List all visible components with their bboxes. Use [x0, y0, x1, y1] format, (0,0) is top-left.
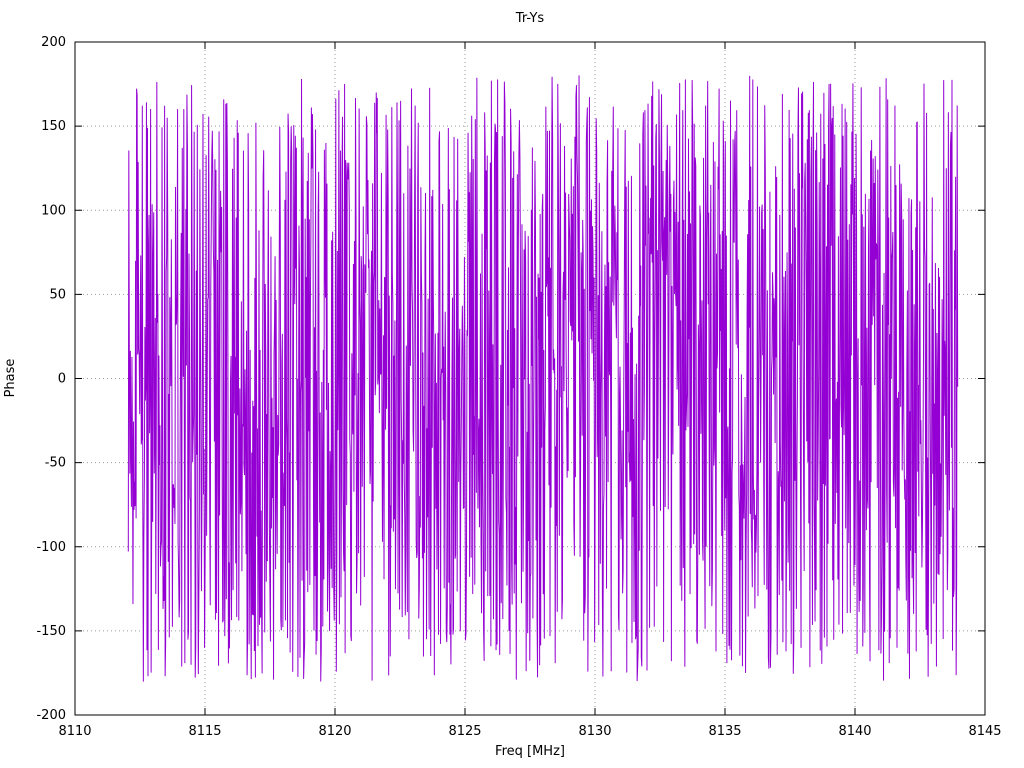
phase-series-line	[127, 75, 959, 682]
y-tick-label: -200	[36, 708, 66, 723]
y-tick-label: 0	[58, 372, 66, 387]
x-tick-label: 8115	[188, 724, 221, 739]
y-tick-label: 200	[41, 35, 66, 50]
x-tick-label: 8135	[708, 724, 741, 739]
y-tick-label: -100	[36, 540, 66, 555]
y-tick-label: 50	[49, 287, 66, 302]
x-tick-label: 8145	[968, 724, 1001, 739]
x-tick-label: 8110	[58, 724, 91, 739]
y-tick-label: -150	[36, 624, 66, 639]
x-tick-label: 8125	[448, 724, 481, 739]
y-axis-label: Phase	[3, 359, 18, 398]
x-axis-label: Freq [MHz]	[495, 744, 565, 759]
y-tick-label: -50	[45, 456, 66, 471]
y-tick-label: 150	[41, 119, 66, 134]
plot-border	[74, 41, 986, 716]
chart-title: Tr-Ys	[515, 11, 545, 26]
tick-labels: 8110 8115 8120 8125 8130 8135 8140 8145 -200 -150…	[36, 35, 1001, 739]
y-tick-label: 100	[41, 203, 66, 218]
x-tick-label: 8140	[838, 724, 871, 739]
x-tick-label: 8130	[578, 724, 611, 739]
data-series-phase	[127, 75, 959, 682]
x-tick-label: 8120	[318, 724, 351, 739]
